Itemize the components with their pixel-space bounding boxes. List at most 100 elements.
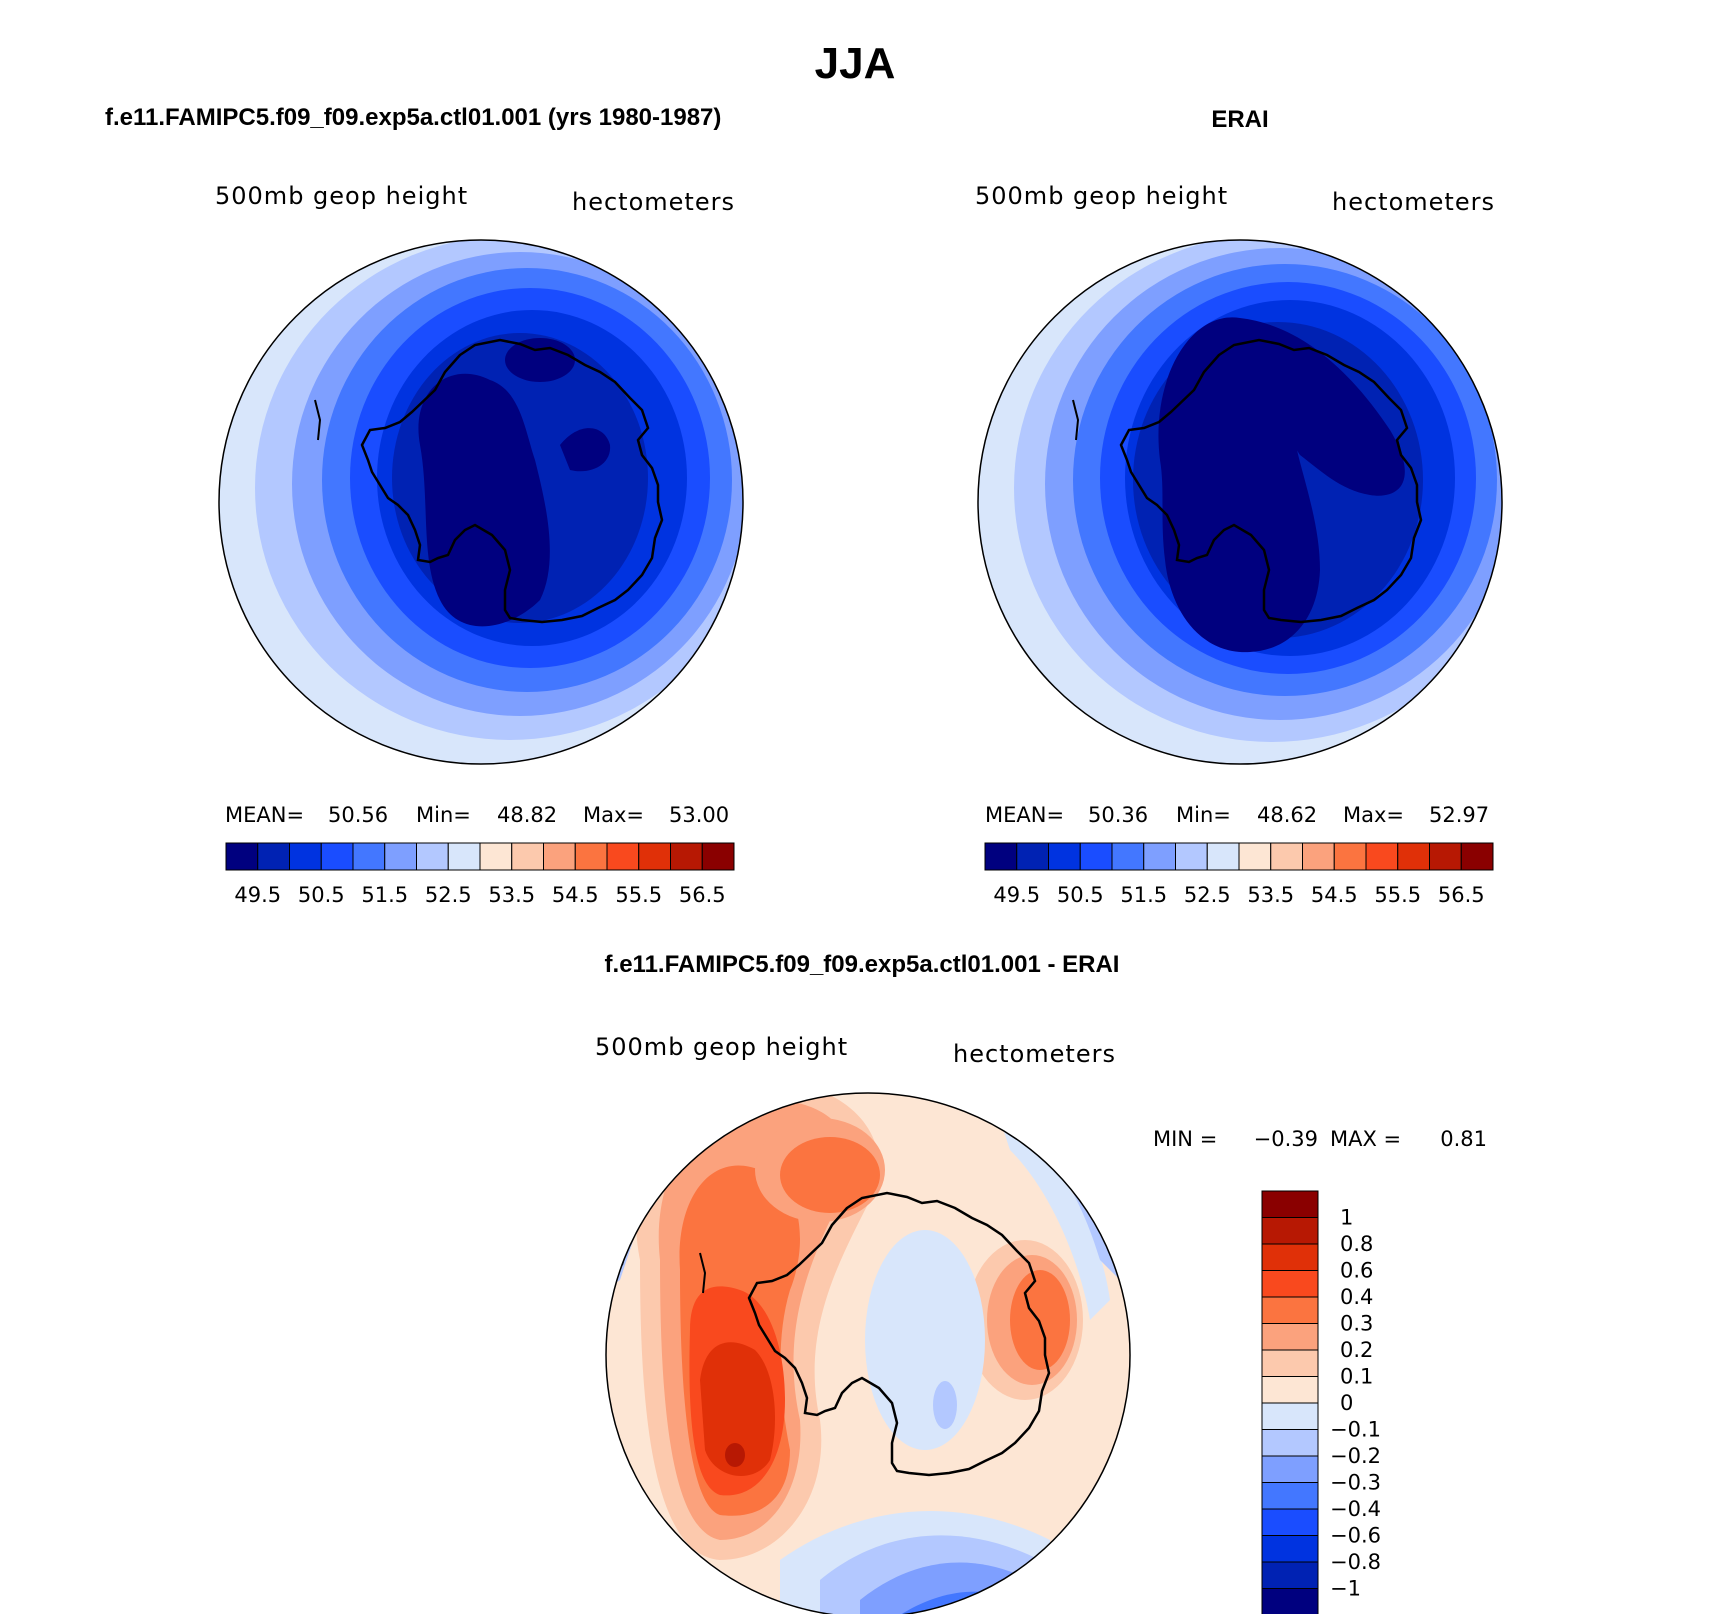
colorbar-tick-label: 52.5 — [1184, 883, 1231, 907]
panel-obs: ERAI 500mb geop height hectometers MEAN=… — [975, 106, 1503, 907]
panel-diff: f.e11.FAMIPC5.f09_f09.exp5a.ctl01.001 - … — [595, 951, 1487, 1614]
panel-model-var-label: 500mb geop height — [215, 182, 468, 210]
colorbar-obs-labels: 49.5 50.5 51.5 52.5 53.5 54.5 55.5 56.5 — [993, 883, 1484, 907]
colorbar-swatch — [416, 842, 449, 871]
colorbar-swatch — [1048, 842, 1081, 871]
map-diff — [606, 1093, 1130, 1614]
colorbar-swatch — [1261, 1217, 1319, 1245]
colorbar-tick-label: 54.5 — [552, 883, 599, 907]
colorbar-swatch — [1175, 842, 1208, 871]
colorbar-tick-label: 53.5 — [1247, 883, 1294, 907]
stat-min-label: Min= — [1176, 803, 1231, 827]
colorbar-swatch — [1261, 1588, 1319, 1614]
colorbar-swatch — [1397, 842, 1430, 871]
colorbar-tick-label: 52.5 — [425, 883, 472, 907]
panel-diff-units: hectometers — [953, 1040, 1116, 1068]
colorbar-tick-label: 0.3 — [1340, 1312, 1373, 1336]
stat-mean-value: 50.56 — [328, 803, 388, 827]
colorbar-swatch — [1261, 1402, 1319, 1430]
colorbar-swatch — [479, 842, 513, 871]
stat-max-value: 52.97 — [1429, 803, 1489, 827]
panel-model: f.e11.FAMIPC5.f09_f09.exp5a.ctl01.001 (y… — [105, 104, 744, 907]
colorbar-swatch — [257, 842, 290, 871]
colorbar-tick-label: 53.5 — [488, 883, 535, 907]
colorbar-tick-label: 0.1 — [1340, 1365, 1373, 1389]
colorbar-swatch — [289, 842, 322, 871]
colorbar-swatch — [1261, 1296, 1319, 1324]
colorbar-tick-label: 55.5 — [615, 883, 662, 907]
panel-model-units: hectometers — [572, 188, 735, 216]
colorbar-swatch — [1261, 1243, 1319, 1271]
panel-obs-title: ERAI — [1211, 106, 1268, 133]
colorbar-tick-label: 50.5 — [1057, 883, 1104, 907]
panel-obs-var-label: 500mb geop height — [975, 182, 1228, 210]
colorbar-swatch — [1079, 842, 1113, 871]
colorbar-tick-label: −0.8 — [1330, 1550, 1381, 1574]
colorbar-swatch — [543, 842, 576, 871]
colorbar-swatch — [352, 842, 386, 871]
colorbar-diff — [1261, 1190, 1319, 1614]
colorbar-tick-label: −0.3 — [1330, 1471, 1381, 1495]
stat-max-value: 0.81 — [1440, 1127, 1487, 1151]
panel-diff-title: f.e11.FAMIPC5.f09_f09.exp5a.ctl01.001 - … — [605, 951, 1120, 978]
colorbar-swatch — [1206, 842, 1240, 871]
stat-max-label: Max= — [583, 803, 644, 827]
panel-obs-stats: MEAN= 50.36 Min= 48.62 Max= 52.97 — [985, 803, 1489, 827]
stat-mean-label: MEAN= — [225, 803, 304, 827]
colorbar-swatch — [1261, 1270, 1319, 1298]
colorbar-swatch — [574, 842, 608, 871]
colorbar-tick-label: −0.2 — [1330, 1444, 1381, 1468]
stat-min-label: Min= — [416, 803, 471, 827]
colorbar-swatch — [1261, 1535, 1319, 1563]
colorbar-tick-label: 49.5 — [234, 883, 281, 907]
map-obs — [978, 240, 1502, 764]
stat-max-label: MAX = — [1330, 1127, 1401, 1151]
colorbar-swatch — [1016, 842, 1049, 871]
figure-title: JJA — [815, 39, 896, 88]
colorbar-swatch — [1365, 842, 1399, 871]
colorbar-model — [225, 842, 735, 871]
colorbar-swatch — [1460, 842, 1494, 871]
colorbar-tick-label: −0.4 — [1330, 1497, 1381, 1521]
panel-model-title: f.e11.FAMIPC5.f09_f09.exp5a.ctl01.001 (y… — [105, 104, 721, 131]
map-model — [219, 240, 743, 764]
colorbar-tick-label: 51.5 — [1120, 883, 1167, 907]
colorbar-tick-label: 56.5 — [679, 883, 726, 907]
colorbar-tick-label: 49.5 — [993, 883, 1040, 907]
colorbar-tick-label: 0.2 — [1340, 1338, 1373, 1362]
stat-max-label: Max= — [1343, 803, 1404, 827]
stat-min-value: −0.39 — [1254, 1127, 1318, 1151]
colorbar-swatch — [1333, 842, 1367, 871]
colorbar-swatch — [984, 842, 1018, 871]
panel-model-stats: MEAN= 50.56 Min= 48.82 Max= 53.00 — [225, 803, 729, 827]
panel-diff-stats: MIN = −0.39 MAX = 0.81 — [1153, 1127, 1487, 1151]
colorbar-swatch — [1261, 1376, 1319, 1404]
colorbar-swatch — [1270, 842, 1303, 871]
colorbar-swatch — [225, 842, 259, 871]
stat-mean-label: MEAN= — [985, 803, 1064, 827]
colorbar-tick-label: 55.5 — [1374, 883, 1421, 907]
colorbar-swatch — [1261, 1349, 1319, 1377]
colorbar-swatch — [1429, 842, 1462, 871]
colorbar-swatch — [384, 842, 417, 871]
colorbar-tick-label: 1 — [1340, 1206, 1353, 1230]
stat-max-value: 53.00 — [669, 803, 729, 827]
colorbar-swatch — [670, 842, 703, 871]
colorbar-tick-label: −0.1 — [1330, 1418, 1381, 1442]
colorbar-tick-label: 0.8 — [1340, 1232, 1373, 1256]
colorbar-swatch — [1111, 842, 1145, 871]
colorbar-tick-label: 0.6 — [1340, 1259, 1373, 1283]
panel-diff-var-label: 500mb geop height — [595, 1033, 848, 1061]
colorbar-diff-labels: 10.8 0.60.4 0.30.2 0.10 −0.1−0.2 −0.3−0.4 −0.6… — [1330, 1206, 1381, 1601]
colorbar-tick-label: −0.6 — [1330, 1524, 1381, 1548]
colorbar-swatch — [1261, 1455, 1319, 1483]
colorbar-tick-label: 56.5 — [1438, 883, 1485, 907]
colorbar-swatch — [638, 842, 671, 871]
colorbar-swatch — [511, 842, 544, 871]
colorbar-tick-label: −1 — [1330, 1577, 1361, 1601]
colorbar-model-labels: 49.5 50.5 51.5 52.5 53.5 54.5 55.5 56.5 — [234, 883, 725, 907]
colorbar-swatch — [1261, 1323, 1319, 1351]
colorbar-tick-label: 51.5 — [361, 883, 408, 907]
colorbar-swatch — [1143, 842, 1176, 871]
